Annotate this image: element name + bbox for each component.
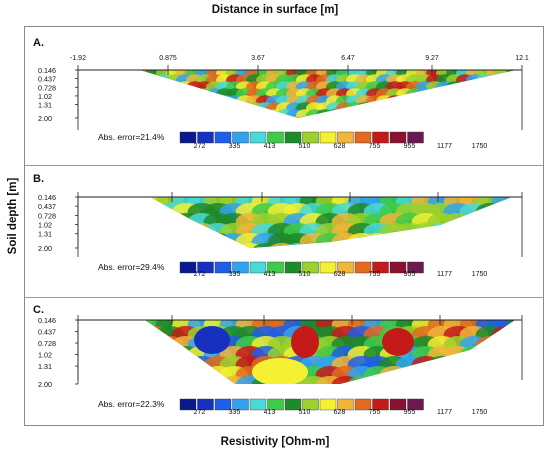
resistivity-section [126,67,534,129]
color-swatch [250,132,266,143]
color-scale-label: 413 [264,271,276,278]
resistivity-section [124,316,537,394]
y-tick-label: 0.437 [38,328,56,337]
color-swatch [390,132,406,143]
x-tick-label: 3.67 [251,55,265,62]
abs-error-label: Abs. error=29.4% [98,262,165,272]
y-tick-label: 2.00 [38,244,52,253]
color-scale-label: 272 [194,143,206,150]
panel-a: A. -1.92 0.875 3.67 6.47 9.27 12.1 0.1460.4370.… [33,37,534,150]
panel-label: C. [33,304,44,316]
y-tick-label: 1.31 [38,101,52,110]
color-scale-label: 1750 [472,271,488,278]
color-scale-label: 335 [229,271,241,278]
x-tick-label: -1.92 [70,55,86,62]
panel-label: A. [33,37,44,49]
color-swatch [268,132,284,143]
color-scale-label: 955 [404,271,416,278]
color-swatch [355,132,371,143]
color-scale-label: 755 [369,143,381,150]
color-swatch [303,132,319,143]
y-tick-label: 0.146 [38,193,56,202]
color-swatch [408,132,424,143]
color-swatch [233,132,249,143]
color-scale-label: 1177 [437,143,452,150]
color-scale-label: 510 [299,409,311,416]
color-scale-label: 955 [404,409,416,416]
color-scale-label: 413 [264,409,276,416]
color-scale-label: 272 [194,271,206,278]
panel-label: B. [33,173,44,185]
y-tick-label: 0.437 [38,202,56,211]
color-scale-label: 955 [404,143,416,150]
color-swatch [373,132,389,143]
color-scale-label: 1177 [437,271,452,278]
color-swatch [338,132,354,143]
y-tick-label: 2.00 [38,114,52,123]
color-scale-label: 1750 [472,143,488,150]
color-scale-label: 510 [299,143,311,150]
y-tick-label: 1.02 [38,351,52,360]
color-scale-label: 272 [194,409,206,416]
color-swatch [320,132,336,143]
y-tick-label: 0.728 [38,339,56,348]
color-scale-label: 755 [369,409,381,416]
color-scale-label: 1177 [437,409,452,416]
abs-error-label: Abs. error=21.4% [98,132,165,142]
y-tick-label: 1.02 [38,221,52,230]
y-tick-label: 0.146 [38,316,56,325]
y-tick-label: 1.31 [38,362,52,371]
color-swatch [198,132,214,143]
x-tick-label: 9.27 [425,55,439,62]
color-scale-label: 335 [229,143,241,150]
color-swatch [285,132,301,143]
y-tick-label: 0.728 [38,211,56,220]
color-scale-label: 628 [334,409,346,416]
resistivity-section [124,193,537,261]
x-tick-label: 6.47 [341,55,355,62]
abs-error-label: Abs. error=22.3% [98,399,165,409]
color-scale-label: 510 [299,271,311,278]
color-swatch [215,132,231,143]
x-tick-label: 12.1 [515,55,529,62]
color-scale-label: 335 [229,409,241,416]
panel-c: C.0.146 0.437 0.728 1.02 1.31 2.00 Abs. error=… [33,304,536,416]
y-tick-label: 1.31 [38,230,52,239]
color-swatch [180,132,196,143]
color-scale-label: 628 [334,271,346,278]
color-scale-label: 1750 [472,409,488,416]
x-tick-label: 0.875 [159,55,177,62]
color-scale-label: 413 [264,143,276,150]
y-tick-label: 2.00 [38,380,52,389]
color-scale-label: 755 [369,271,381,278]
color-scale-label: 628 [334,143,346,150]
